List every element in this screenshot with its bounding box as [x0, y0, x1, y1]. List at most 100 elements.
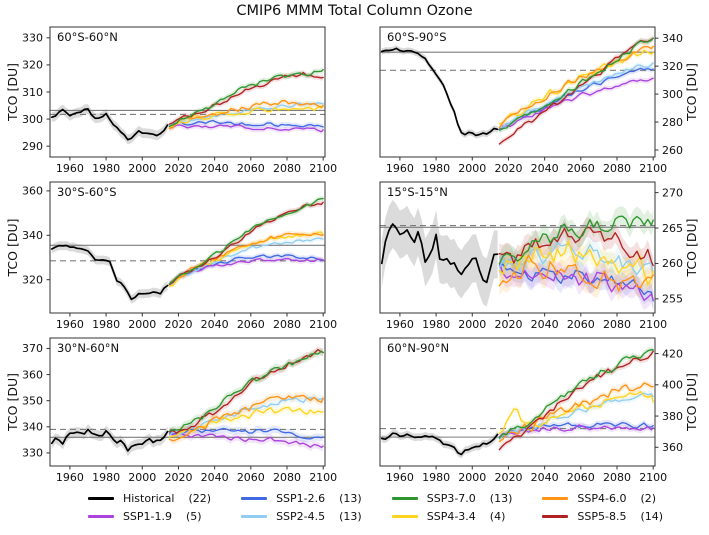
x-tick-label: 2020 [494, 471, 522, 484]
series-line-ssp370 [168, 68, 324, 128]
legend-entry-ssp126: SSP1-2.6 (13) [241, 492, 362, 505]
legend-swatch-ssp585 [542, 515, 569, 518]
x-tick-label: 1980 [92, 471, 120, 484]
series-line-ssp119 [498, 77, 654, 130]
legend-column: SSP4-6.0 (2) SSP5-8.5 (14) [542, 492, 663, 523]
x-tick-label: 1980 [92, 318, 120, 331]
x-tick-label: 2000 [458, 318, 486, 331]
y-tick-label: 265 [662, 222, 683, 235]
y-tick-label: 330 [22, 447, 43, 460]
x-tick-label: 1980 [422, 162, 450, 175]
panel-60°N-90°N: 360 380 400 420 1960 1980 2000 2020 2040 2060 2080… [379, 337, 699, 484]
x-tick-label: 2060 [237, 162, 265, 175]
legend-swatch-ssp126 [241, 497, 268, 500]
series-line-ssp119 [168, 124, 324, 133]
legend-label: SSP3-7.0 [426, 492, 476, 505]
x-tick-label: 2020 [164, 471, 192, 484]
panel-label: 60°N-90°N [387, 341, 449, 355]
series-band-ssp245 [499, 60, 654, 131]
series-band-ssp370 [169, 347, 324, 435]
legend-count: (22) [188, 492, 212, 505]
series-line-hist [380, 223, 499, 284]
x-tick-label: 2100 [639, 318, 667, 331]
series-band-ssp460 [499, 379, 654, 445]
x-tick-label: 2080 [273, 471, 301, 484]
y-axis-label: TCO [DU] [684, 63, 699, 122]
series-line-ssp245 [168, 102, 324, 127]
x-tick-label: 2000 [458, 162, 486, 175]
series-band-ssp460 [169, 230, 324, 288]
y-tick-label: 320 [22, 59, 43, 72]
y-tick-label: 330 [22, 32, 43, 45]
y-tick-label: 400 [662, 379, 683, 392]
x-tick-label: 2060 [567, 162, 595, 175]
x-tick-label: 2000 [128, 471, 156, 484]
legend-swatch-ssp434 [391, 515, 418, 518]
panel-label: 15°S-15°N [387, 185, 448, 199]
legend-label: SSP4-3.4 [426, 510, 476, 523]
x-tick-label: 2100 [639, 162, 667, 175]
x-tick-label: 2080 [603, 162, 631, 175]
panel-border [49, 26, 326, 158]
series-band-hist [381, 429, 498, 459]
x-tick-label: 1980 [422, 318, 450, 331]
panel-border [49, 181, 326, 314]
y-tick-label: 290 [22, 140, 43, 153]
panel-border [379, 26, 656, 158]
x-tick-label: 2100 [309, 471, 337, 484]
legend-entry-ssp370: SSP3-7.0 (13) [391, 492, 512, 505]
series-line-ssp460 [168, 394, 324, 442]
x-tick-label: 1960 [56, 471, 84, 484]
panel-label: 60°S-60°N [57, 30, 118, 44]
y-axis-label: TCO [DU] [684, 219, 699, 278]
x-tick-label: 2080 [603, 471, 631, 484]
y-tick-label: 260 [662, 144, 683, 157]
x-tick-label: 2040 [201, 162, 229, 175]
x-tick-label: 2080 [273, 318, 301, 331]
legend-label: SSP1-1.9 [122, 510, 173, 523]
series-line-ssp245 [168, 237, 324, 285]
legend-entry-ssp460: SSP4-6.0 (2) [542, 492, 663, 505]
panel-label: 60°S-90°S [387, 30, 447, 44]
series-line-hist [380, 47, 499, 137]
y-axis-label: TCO [DU] [684, 373, 699, 432]
series-band-ssp245 [169, 100, 324, 129]
legend-column: SSP3-7.0 (13) SSP4-3.4 (4) [391, 492, 512, 523]
legend-entry-ssp585: SSP5-8.5 (14) [542, 510, 663, 523]
legend-label: SSP4-6.0 [577, 492, 627, 505]
x-tick-label: 2060 [237, 318, 265, 331]
y-tick-label: 370 [22, 342, 43, 355]
panel-plot-area [380, 199, 655, 311]
series-line-ssp585 [168, 348, 324, 434]
series-line-ssp585 [498, 37, 654, 145]
legend-label: SSP2-4.5 [276, 510, 326, 523]
panel-label: 30°S-60°S [57, 185, 117, 199]
series-band-ssp460 [169, 391, 324, 445]
y-tick-label: 340 [662, 32, 683, 45]
x-tick-label: 2100 [309, 162, 337, 175]
panel-60°S-90°S: 260 280 300 320 340 1960 1980 2000 2020 2040 2060 2… [379, 26, 699, 175]
series-line-ssp370 [168, 350, 324, 432]
panel-plot-area [50, 346, 325, 457]
series-line-ssp585 [498, 226, 654, 267]
x-tick-label: 2040 [531, 162, 559, 175]
panel-plot-area [50, 196, 325, 304]
series-line-ssp245 [498, 392, 654, 440]
legend-entry-hist: Historical (22) [87, 492, 212, 505]
legend-column: Historical (22) SSP1-1.9 (5) [87, 492, 212, 523]
y-tick-label: 360 [22, 368, 43, 381]
series-line-hist [50, 428, 169, 452]
panel-30°S-60°S: 320 340 360 1960 1980 2000 2020 2040 2060 2080 210… [5, 181, 337, 331]
series-line-ssp370 [498, 37, 654, 131]
x-tick-label: 2100 [639, 471, 667, 484]
series-line-hist [50, 244, 169, 301]
x-tick-label: 2040 [531, 471, 559, 484]
series-line-ssp370 [498, 349, 654, 439]
panel-border [379, 181, 656, 314]
panel-plot-area [380, 35, 655, 147]
legend-swatch-ssp370 [391, 497, 418, 500]
series-line-ssp460 [498, 254, 654, 292]
series-line-ssp460 [498, 45, 654, 129]
series-band-ssp126 [169, 117, 324, 130]
